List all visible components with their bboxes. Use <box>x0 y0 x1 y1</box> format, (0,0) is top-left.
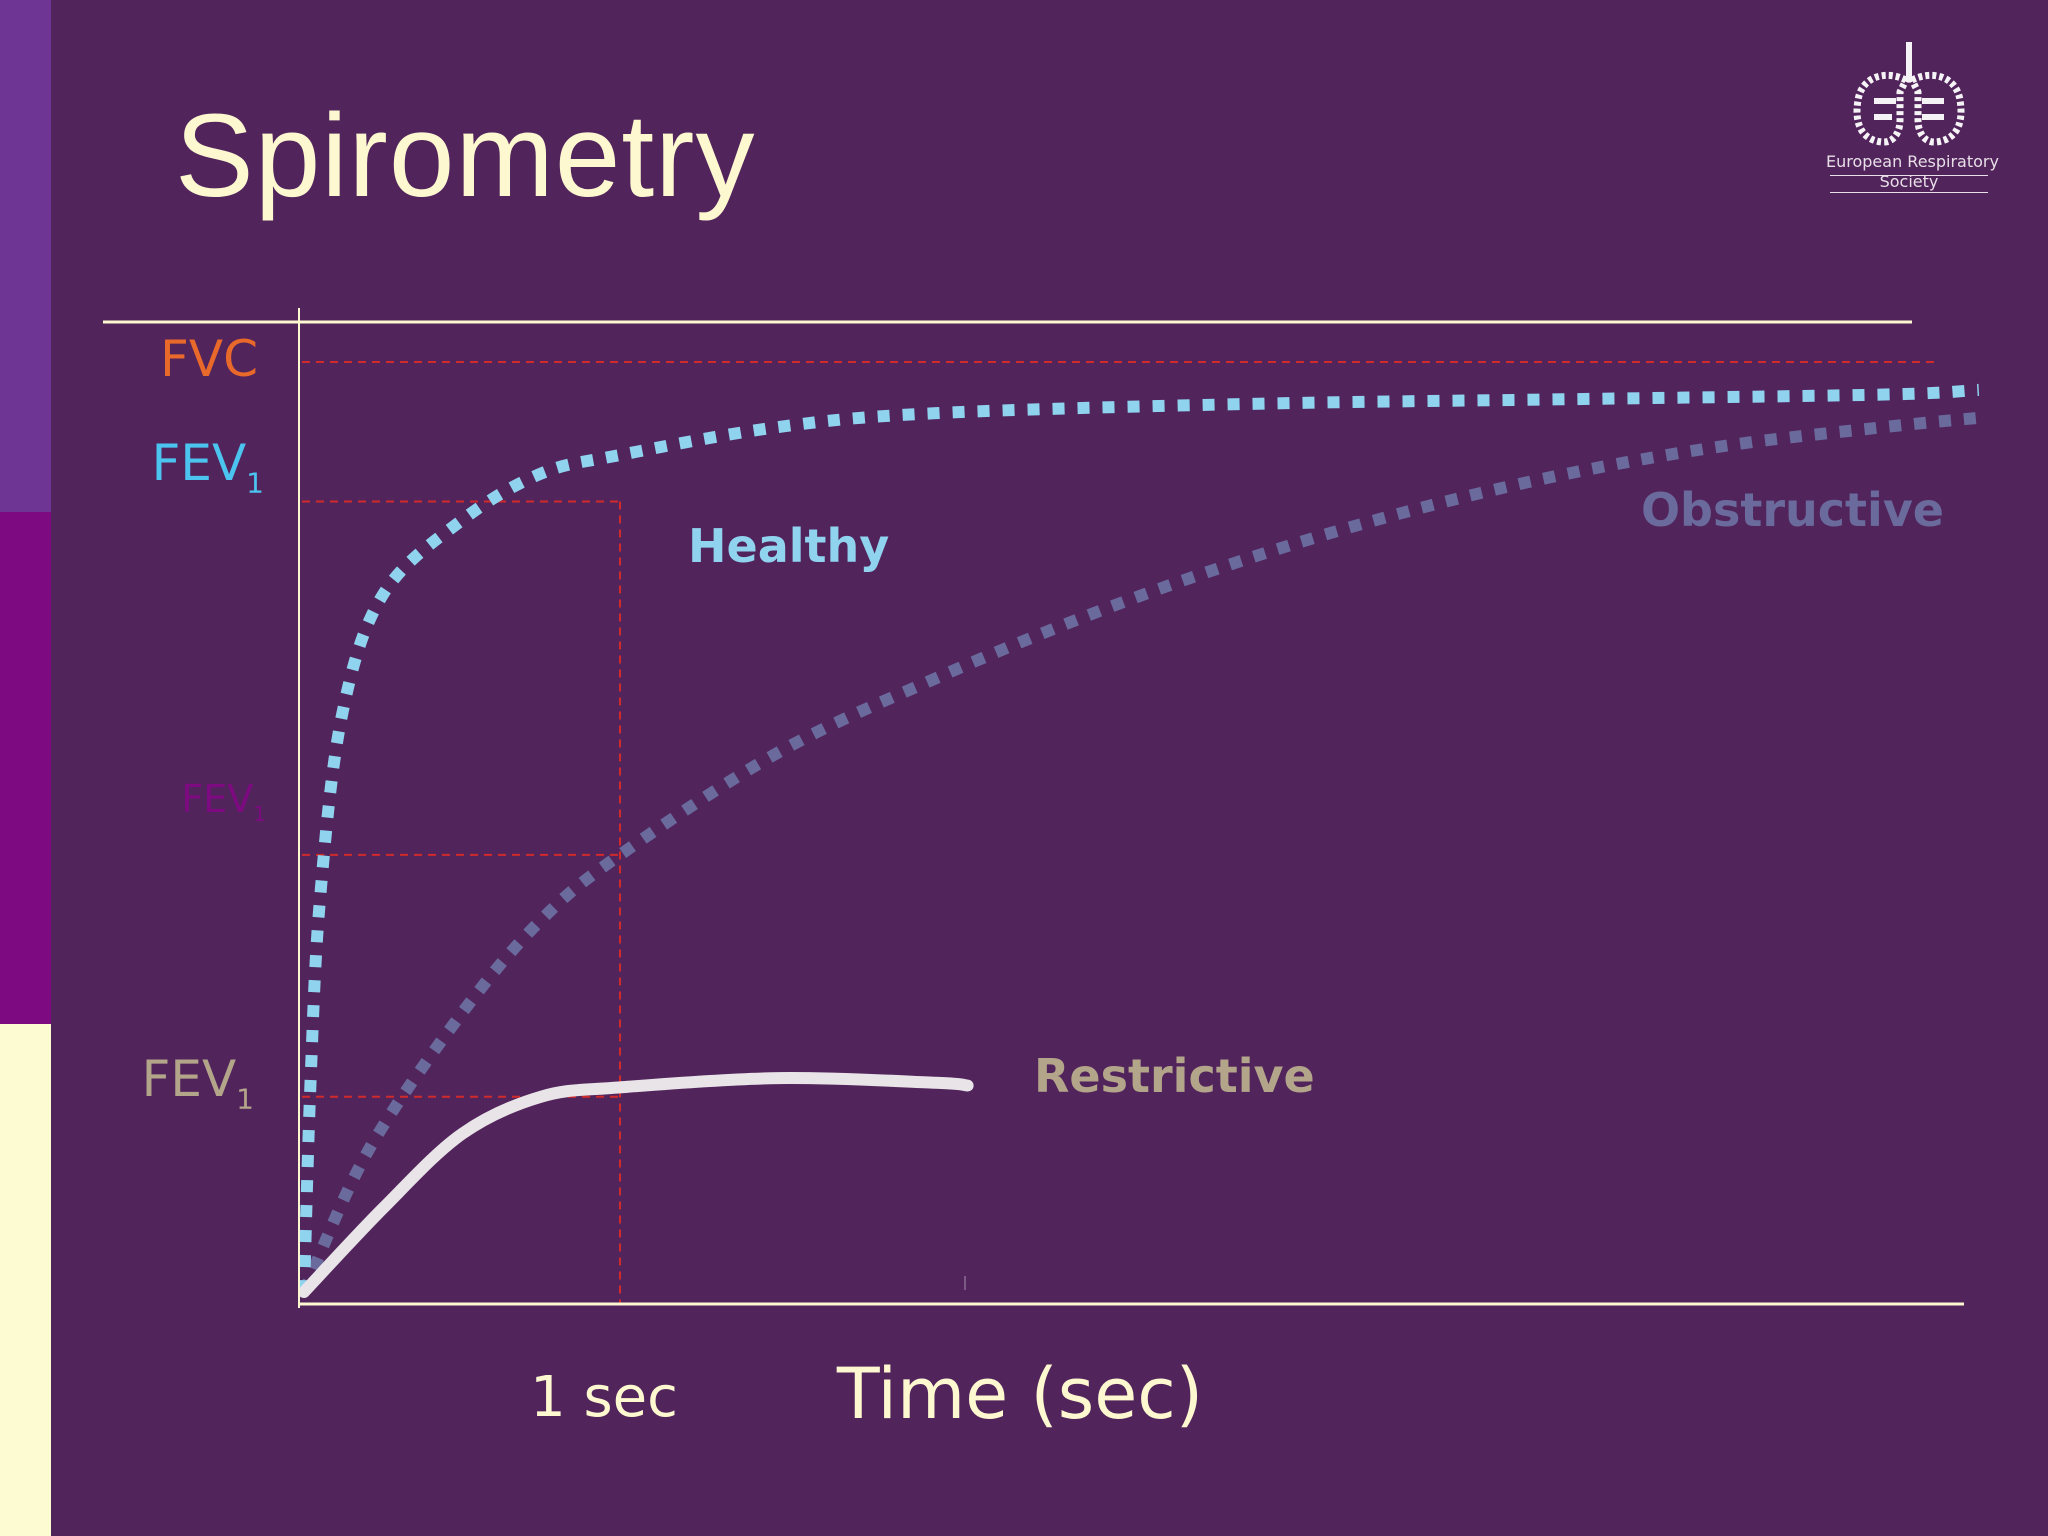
y-marker-label-sub-3: 1 <box>236 1083 254 1116</box>
ers-logo: European Respiratory Society <box>1826 40 1999 196</box>
axes <box>103 308 1964 1308</box>
series-restrictive <box>298 1072 974 1298</box>
x-axis-label: Time (sec) <box>836 1353 1203 1435</box>
y-marker-label-2: FEV1 <box>181 777 266 826</box>
side-band-middle <box>0 512 51 1024</box>
lungs-icon <box>1853 42 1965 146</box>
series-healthy <box>298 383 1980 1293</box>
series-layer <box>298 383 1980 1298</box>
y-marker-label-main-3: FEV <box>142 1050 237 1108</box>
side-band-top <box>0 0 51 512</box>
series-label-restrictive: Restrictive <box>1034 1049 1315 1103</box>
series-obstructive <box>298 411 1980 1295</box>
slide-title: Spirometry <box>175 90 756 222</box>
y-marker-label-main-1: FEV <box>152 434 247 492</box>
logo-underline-1 <box>1830 175 1988 176</box>
y-marker-label-sub-2: 1 <box>253 802 266 826</box>
y-marker-label-sub-1: 1 <box>246 467 264 500</box>
y-marker-label-1: FEV1 <box>152 434 264 500</box>
y-marker-label-main-2: FEV <box>181 777 253 821</box>
series-label-healthy: Healthy <box>688 519 889 573</box>
y-marker-label-main-0: FVC <box>160 330 258 388</box>
y-marker-label-0: FVC <box>160 330 258 388</box>
logo-text-line1: European Respiratory <box>1826 152 1999 171</box>
y-marker-label-3: FEV1 <box>142 1050 254 1116</box>
guide-lines <box>302 361 1940 1304</box>
logo-underline-2 <box>1830 192 1988 193</box>
series-label-obstructive: Obstructive <box>1641 483 1944 537</box>
x-tick-label: 1 sec <box>530 1365 678 1430</box>
labels: FVCFEV1FEV1FEV1HealthyObstructiveRestric… <box>142 330 1944 1116</box>
side-band-bottom <box>0 1024 51 1536</box>
logo-text-line2: Society <box>1879 172 1939 191</box>
